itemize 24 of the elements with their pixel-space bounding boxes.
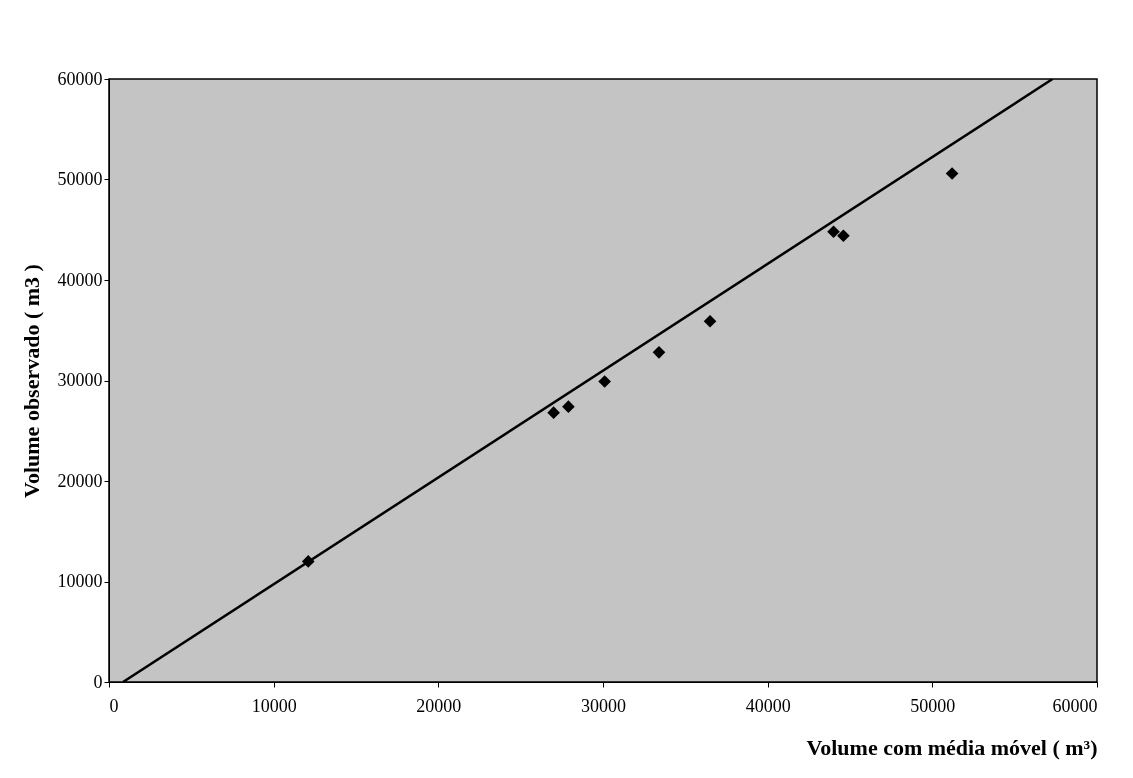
x-axis-title: Volume com média móvel ( m³) [806,734,1098,760]
point [703,314,717,328]
y-tick-label: 40000 [57,269,103,290]
y-tick-label: 60000 [57,68,103,89]
point [827,225,840,239]
point [945,167,959,180]
x-tick-label: 60000 [1052,695,1098,716]
point [837,229,850,243]
point [562,400,575,413]
x-tick-label: 30000 [581,695,626,716]
x-tick-label: 10000 [251,695,297,716]
point [547,406,560,419]
y-tick-label: 0 [93,671,103,692]
x-tick-label: 50000 [910,695,956,716]
point [652,346,666,359]
y-tick-label: 20000 [57,470,103,491]
y-tick-label: 50000 [57,169,103,189]
x-tick-label: 40000 [745,695,791,716]
x-tick-label: 0 [109,695,119,716]
y-tick-label: 10000 [57,571,103,591]
x-tick-label: 20000 [416,695,462,716]
point [598,375,611,388]
y-axis-title: Volume observado ( m3 ) [18,264,44,498]
y-tick-label: 30000 [57,370,103,390]
